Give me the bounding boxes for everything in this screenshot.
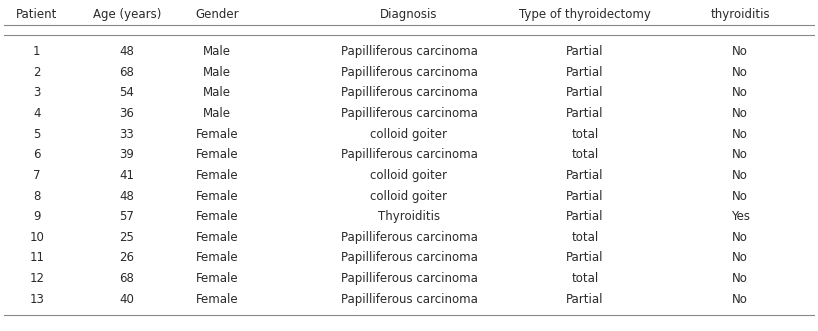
Text: 26: 26 [119,252,134,264]
Text: 54: 54 [119,86,134,99]
Text: Partial: Partial [566,107,604,120]
Text: Yes: Yes [730,210,750,223]
Text: No: No [732,86,748,99]
Text: 4: 4 [33,107,41,120]
Text: 1: 1 [33,45,41,58]
Text: 11: 11 [29,252,44,264]
Text: Male: Male [203,86,231,99]
Text: Papilliferous carcinoma: Papilliferous carcinoma [340,66,478,79]
Text: Papilliferous carcinoma: Papilliferous carcinoma [340,107,478,120]
Text: 25: 25 [119,231,134,244]
Text: Partial: Partial [566,66,604,79]
Text: 48: 48 [119,190,134,203]
Text: 6: 6 [33,148,41,161]
Text: No: No [732,190,748,203]
Text: 5: 5 [33,128,41,141]
Text: Papilliferous carcinoma: Papilliferous carcinoma [340,272,478,285]
Text: Patient: Patient [16,8,57,22]
Text: Female: Female [196,272,238,285]
Text: Age (years): Age (years) [92,8,161,22]
Text: Diagnosis: Diagnosis [380,8,438,22]
Text: Gender: Gender [195,8,239,22]
Text: 68: 68 [119,272,134,285]
Text: colloid goiter: colloid goiter [371,128,447,141]
Text: Partial: Partial [566,252,604,264]
Text: Partial: Partial [566,169,604,182]
Text: Partial: Partial [566,45,604,58]
Text: 8: 8 [33,190,41,203]
Text: total: total [571,231,599,244]
Text: No: No [732,128,748,141]
Text: No: No [732,272,748,285]
Text: Papilliferous carcinoma: Papilliferous carcinoma [340,252,478,264]
Text: Partial: Partial [566,190,604,203]
Text: Female: Female [196,190,238,203]
Text: 36: 36 [119,107,134,120]
Text: colloid goiter: colloid goiter [371,169,447,182]
Text: total: total [571,272,599,285]
Text: Female: Female [196,148,238,161]
Text: 2: 2 [33,66,41,79]
Text: Partial: Partial [566,86,604,99]
Text: Female: Female [196,252,238,264]
Text: 40: 40 [119,293,134,306]
Text: Male: Male [203,107,231,120]
Text: No: No [732,45,748,58]
Text: Papilliferous carcinoma: Papilliferous carcinoma [340,45,478,58]
Text: total: total [571,148,599,161]
Text: 3: 3 [33,86,41,99]
Text: Female: Female [196,231,238,244]
Text: Papilliferous carcinoma: Papilliferous carcinoma [340,293,478,306]
Text: thyroiditis: thyroiditis [711,8,770,22]
Text: No: No [732,169,748,182]
Text: 9: 9 [33,210,41,223]
Text: 57: 57 [119,210,134,223]
Text: No: No [732,148,748,161]
Text: 12: 12 [29,272,44,285]
Text: No: No [732,66,748,79]
Text: Papilliferous carcinoma: Papilliferous carcinoma [340,148,478,161]
Text: Male: Male [203,45,231,58]
Text: Female: Female [196,128,238,141]
Text: 41: 41 [119,169,134,182]
Text: No: No [732,293,748,306]
Text: No: No [732,107,748,120]
Text: Female: Female [196,169,238,182]
Text: Papilliferous carcinoma: Papilliferous carcinoma [340,86,478,99]
Text: Papilliferous carcinoma: Papilliferous carcinoma [340,231,478,244]
Text: Thyroiditis: Thyroiditis [378,210,440,223]
Text: total: total [571,128,599,141]
Text: Type of thyroidectomy: Type of thyroidectomy [519,8,651,22]
Text: Partial: Partial [566,210,604,223]
Text: Partial: Partial [566,293,604,306]
Text: No: No [732,231,748,244]
Text: 39: 39 [119,148,134,161]
Text: 68: 68 [119,66,134,79]
Text: Male: Male [203,66,231,79]
Text: No: No [732,252,748,264]
Text: 48: 48 [119,45,134,58]
Text: 7: 7 [33,169,41,182]
Text: Female: Female [196,293,238,306]
Text: Female: Female [196,210,238,223]
Text: 33: 33 [119,128,134,141]
Text: colloid goiter: colloid goiter [371,190,447,203]
Text: 10: 10 [29,231,44,244]
Text: 13: 13 [29,293,44,306]
